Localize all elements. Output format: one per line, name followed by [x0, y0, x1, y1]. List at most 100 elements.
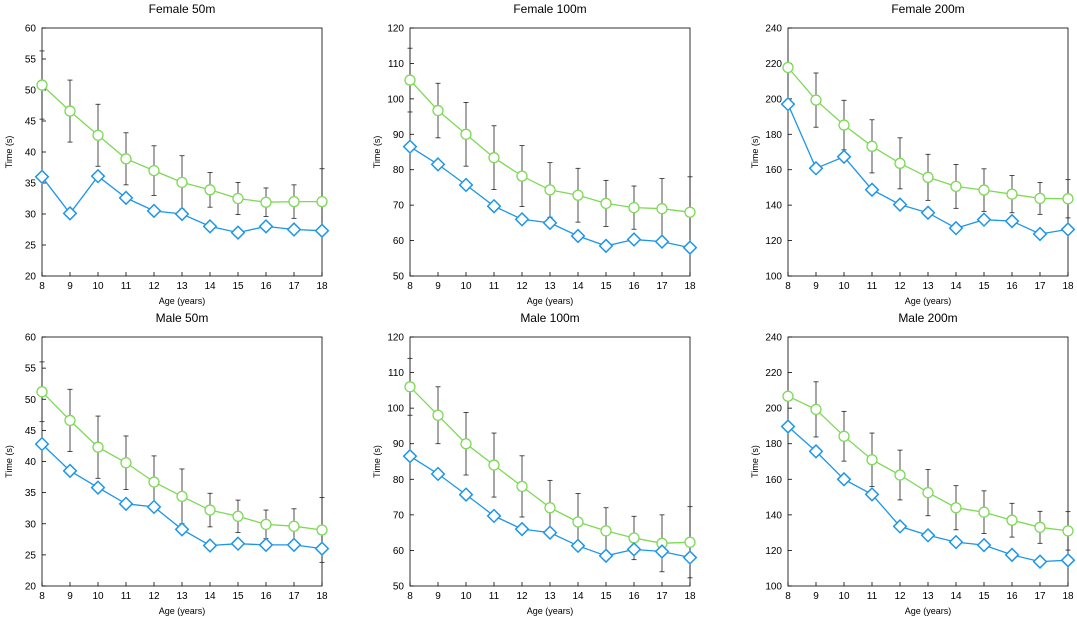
blue-diamond-point [286, 222, 302, 237]
x-tick-label: 12 [148, 281, 160, 292]
x-tick-label: 17 [288, 591, 300, 602]
y-axis-title: Time (s) [372, 136, 382, 169]
y-tick-label: 110 [388, 59, 404, 70]
y-tick-label: 25 [25, 241, 37, 252]
y-tick-label: 70 [393, 201, 405, 212]
blue-diamond-point [836, 471, 852, 487]
x-axis-title: Age (years) [905, 296, 952, 306]
blue-diamond-point [808, 444, 824, 459]
green-circle-point [432, 409, 444, 421]
blue-diamond-point [486, 508, 502, 524]
green-circle-point [950, 502, 962, 514]
y-tick-label: 55 [25, 364, 37, 375]
y-axis-title: Time (s) [750, 136, 760, 169]
blue-diamond-point [34, 169, 50, 185]
y-tick-label: 120 [387, 333, 404, 344]
y-tick-label: 80 [393, 475, 405, 486]
blue-diamond-point [430, 157, 446, 172]
blue-diamond-point [626, 542, 642, 557]
green-circle-point [92, 129, 104, 141]
x-tick-label: 8 [39, 281, 45, 292]
green-circle-point [232, 510, 244, 522]
green-circle-point [316, 195, 328, 208]
y-tick-label: 110 [388, 368, 404, 379]
y-tick-label: 100 [387, 94, 404, 105]
x-tick-label: 14 [950, 281, 962, 292]
x-tick-label: 16 [628, 281, 640, 292]
green-circle-point [176, 490, 188, 503]
blue-diamond-point [892, 519, 908, 534]
green-circle-point [922, 486, 934, 499]
y-tick-label: 220 [765, 368, 782, 379]
x-tick-label: 16 [628, 591, 640, 602]
green-circle-point [148, 476, 160, 488]
green-circle-point [628, 532, 640, 544]
x-tick-label: 16 [1006, 591, 1018, 602]
green-circle-point [460, 128, 472, 140]
blue-diamond-point [314, 223, 330, 239]
x-tick-label: 14 [572, 591, 584, 602]
chart-panel: Female 100m 50 60 70 80 90 100 110 120 8 9 10 11 12 13… [372, 2, 698, 306]
blue-diamond-point [892, 197, 908, 212]
green-circle-point [260, 518, 272, 531]
blue-diamond-point [836, 149, 852, 165]
y-tick-label: 55 [25, 55, 37, 66]
green-circle-point [684, 536, 696, 548]
green-circle-point [866, 454, 878, 466]
green-circle-point [1034, 521, 1046, 533]
green-circle-point [572, 516, 584, 528]
y-tick-label: 30 [25, 519, 37, 530]
x-tick-label: 13 [176, 281, 188, 292]
x-tick-label: 15 [978, 591, 990, 602]
y-tick-label: 200 [765, 404, 782, 415]
green-circle-point [64, 105, 76, 117]
green-circle-point [978, 506, 990, 518]
x-tick-label: 10 [838, 591, 850, 602]
blue-diamond-point [864, 182, 880, 198]
x-tick-label: 13 [922, 281, 934, 292]
blue-diamond-point [402, 448, 418, 464]
green-circle-point [782, 390, 794, 402]
blue-diamond-point [286, 537, 302, 553]
blue-diamond-point [230, 225, 246, 240]
green-circle-point [204, 184, 216, 196]
chart-panel: Male 100m 50 60 70 80 90 100 110 120 8 9 10 11 12 13 14… [372, 311, 698, 616]
y-tick-label: 80 [393, 165, 405, 176]
blue-diamond-point [570, 538, 586, 554]
x-tick-label: 10 [460, 281, 472, 292]
green-circle-point [838, 119, 850, 131]
blue-diamond-point [682, 240, 698, 256]
x-tick-label: 12 [894, 281, 906, 292]
plot-frame [787, 336, 1069, 587]
x-tick-label: 18 [684, 591, 696, 602]
green-circle-point [148, 164, 160, 177]
plot-frame [787, 27, 1069, 277]
green-circle-point [1062, 525, 1074, 537]
chart-panel: Female 200m 100 120 140 160 180 200 220 240 8 9 10 1… [750, 2, 1076, 306]
y-tick-label: 100 [765, 582, 782, 593]
chart-panel: Male 200m 100 120 140 160 180 200 220 240 8 9 10 11 1… [750, 311, 1076, 616]
x-tick-label: 14 [204, 591, 216, 602]
blue-diamond-point [34, 436, 50, 452]
green-circle-point [810, 403, 822, 416]
blue-diamond-point [62, 463, 78, 479]
x-tick-label: 17 [288, 281, 300, 292]
green-circle-point [544, 502, 556, 514]
green-circle-point [1034, 192, 1046, 205]
y-tick-label: 120 [765, 546, 782, 557]
green-circle-point [232, 192, 244, 205]
green-circle-point [460, 438, 472, 450]
x-tick-label: 15 [232, 591, 244, 602]
blue-diamond-point [146, 203, 162, 219]
blue-diamond-point [1032, 554, 1048, 569]
blue-diamond-point [402, 139, 418, 155]
x-tick-label: 14 [204, 281, 216, 292]
green-circle-point [684, 206, 696, 218]
green-circle-point [600, 525, 612, 537]
chart-title: Female 200m [891, 2, 964, 16]
green-circle-point [488, 152, 500, 164]
blue-diamond-point [146, 499, 162, 515]
y-axis-title: Time (s) [4, 136, 14, 169]
chart-title: Female 100m [513, 2, 586, 16]
